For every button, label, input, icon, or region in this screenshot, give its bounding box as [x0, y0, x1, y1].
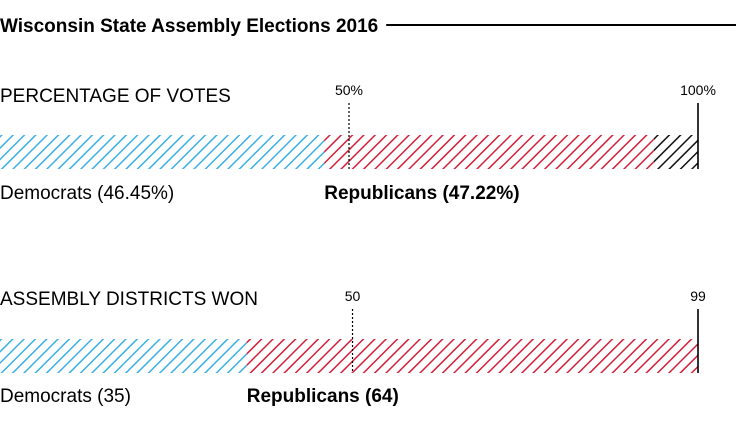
series-label-democrats: Democrats (35)	[0, 386, 131, 407]
bar-segment-republicans	[246, 339, 698, 373]
bar-segment-democrats	[0, 339, 247, 373]
chart-title: Wisconsin State Assembly Elections 2016	[0, 16, 378, 37]
tick-label-100: 100%	[680, 82, 716, 98]
bar-segment-democrats	[0, 135, 325, 169]
section-title: ASSEMBLY DISTRICTS WON	[0, 289, 258, 310]
series-label-democrats: Democrats (46.45%)	[0, 183, 174, 204]
tick-label-50: 50%	[335, 82, 363, 98]
tick-label-99: 99	[690, 288, 706, 304]
bar-segment-republicans	[324, 135, 654, 169]
series-label-republicans: Republicans (47.22%)	[324, 183, 519, 204]
section-title: PERCENTAGE OF VOTES	[0, 86, 231, 107]
bar-segment-other	[653, 135, 698, 169]
tick-label-50: 50	[345, 288, 361, 304]
chart-panels: PERCENTAGE OF VOTES 50% 100% Democrats (46.…	[0, 82, 716, 407]
series-label-republicans: Republicans (64)	[247, 386, 399, 407]
